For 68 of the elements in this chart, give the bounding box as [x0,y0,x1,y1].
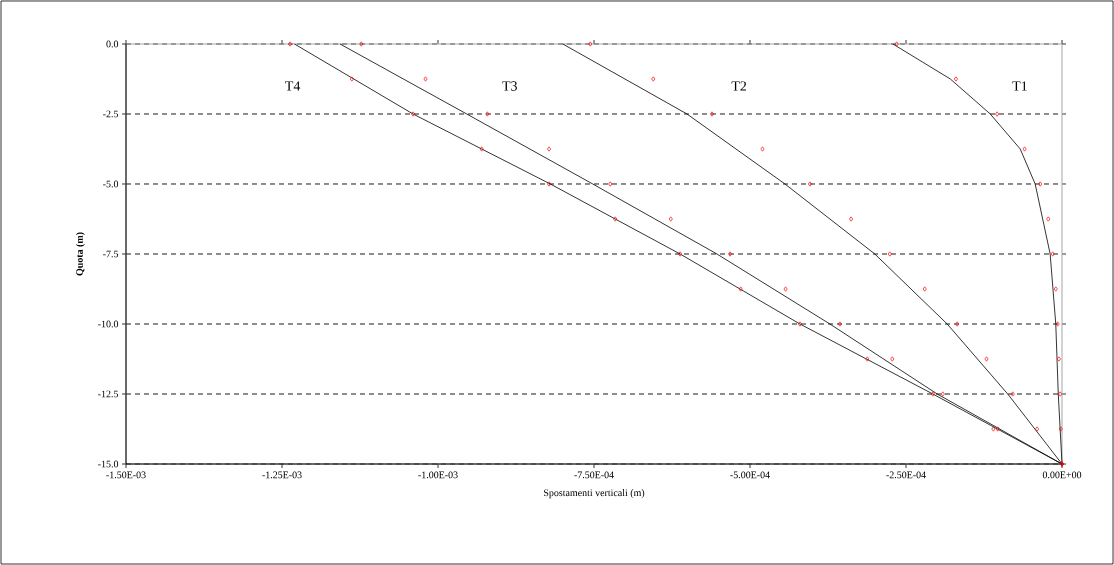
point [411,111,416,117]
y-tick-label: -15.0 [98,460,119,468]
point [728,251,733,257]
point [479,146,484,152]
point [608,181,613,187]
point [995,426,1000,432]
y-axis-title: Quota (m) [75,232,85,276]
point [1022,146,1027,152]
point [1055,321,1060,327]
point [849,216,854,222]
point [485,111,490,117]
point [1046,216,1051,222]
point [288,41,293,47]
y-tick-label: -5.0 [103,180,119,188]
point [894,41,899,47]
point [865,356,870,362]
x-tick-label: -5.00E-04 [730,471,770,479]
point [991,426,996,432]
point [930,391,935,397]
point [940,391,945,397]
point [1010,391,1015,397]
x-axis-title: Spostamenti verticali (m) [544,489,645,499]
point [1050,251,1055,257]
point [922,286,927,292]
annotation: T3 [502,81,517,91]
point [668,216,673,222]
point [837,321,842,327]
point [613,216,618,222]
point [797,321,802,327]
point [349,76,354,82]
point [1058,391,1063,397]
point [547,146,552,152]
y-tick-label: -7.5 [103,250,119,258]
y-tick-label: -12.5 [98,390,119,398]
point [678,251,683,257]
point [953,76,958,82]
point [1038,181,1043,187]
y-tick-label: 0.0 [106,40,119,48]
point [995,111,1000,117]
point [887,251,892,257]
annotation: T1 [1012,81,1027,91]
point [1035,426,1040,432]
annotation: T2 [731,81,747,91]
annotation: T4 [285,81,301,91]
y-tick-label: -10.0 [98,320,119,328]
x-tick-label: -1.00E-03 [418,471,458,479]
point [423,76,428,82]
point [1056,356,1061,362]
x-tick-label: -1.50E-03 [106,471,146,479]
y-tick-label: -2.5 [103,110,119,118]
point [760,146,765,152]
point [651,76,656,82]
x-tick-label: -1.25E-03 [262,471,302,479]
x-tick-label: -2.50E-04 [886,471,926,479]
point [783,286,788,292]
point [1053,286,1058,292]
x-tick-label: 0.00E+00 [1042,471,1082,479]
point [547,181,552,187]
point [738,286,743,292]
point [359,41,364,47]
point [984,356,989,362]
point [955,321,960,327]
point [890,356,895,362]
x-tick-label: -7.50E-04 [574,471,614,479]
point [1058,426,1063,432]
point [588,41,593,47]
point [807,181,812,187]
point [709,111,714,117]
